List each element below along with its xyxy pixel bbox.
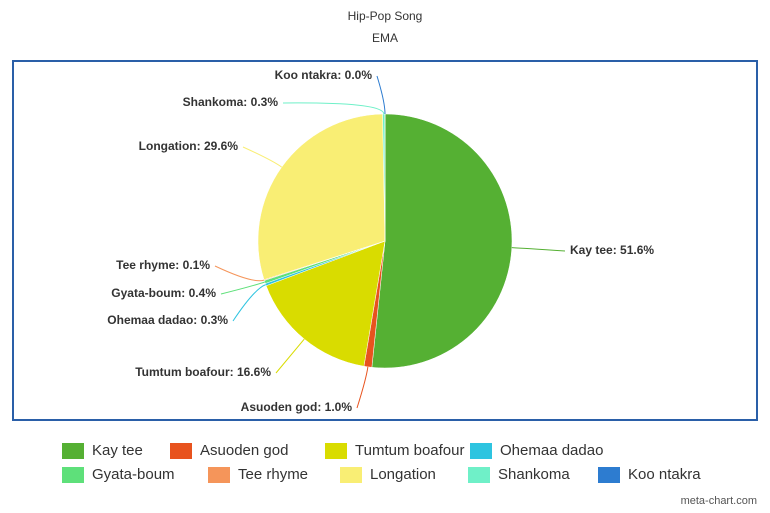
legend-swatch <box>62 443 84 459</box>
pie-slice <box>265 240 386 367</box>
legend-label: Asuoden god <box>200 442 288 459</box>
legend-swatch <box>468 467 490 483</box>
data-label: Koo ntakra: 0.0% <box>275 68 373 82</box>
leader-line <box>376 75 386 115</box>
data-label: Ohemaa dadao: 0.3% <box>107 313 228 327</box>
legend-swatch <box>62 467 84 483</box>
leader-line <box>511 247 566 252</box>
leader-line <box>275 338 305 374</box>
data-label: Tumtum boafour: 16.6% <box>135 365 271 379</box>
leader-line <box>282 102 385 115</box>
data-label: Asuoden god: 1.0% <box>241 400 353 414</box>
data-label: Longation: 29.6% <box>139 139 239 153</box>
legend-swatch <box>340 467 362 483</box>
legend-label: Gyata-boum <box>92 466 175 483</box>
legend-swatch <box>170 443 192 459</box>
chart-border <box>12 60 758 421</box>
legend-label: Tee rhyme <box>238 466 308 483</box>
data-label: Shankoma: 0.3% <box>183 95 279 109</box>
leader-line <box>242 146 283 168</box>
legend-label: Kay tee <box>92 442 143 459</box>
leader-line <box>356 366 369 409</box>
legend-label: Shankoma <box>498 466 570 483</box>
leader-line <box>220 281 265 295</box>
legend-label: Koo ntakra <box>628 466 701 483</box>
leader-line <box>232 284 266 322</box>
data-label: Tee rhyme: 0.1% <box>116 258 210 272</box>
data-label: Gyata-boum: 0.4% <box>111 286 216 300</box>
legend-label: Longation <box>370 466 436 483</box>
chart-subtitle: EMA <box>372 31 398 45</box>
legend-label: Tumtum boafour <box>355 442 465 459</box>
legend-swatch <box>325 443 347 459</box>
credit: meta-chart.com <box>681 495 757 507</box>
legend-swatch <box>208 467 230 483</box>
legend-label: Ohemaa dadao <box>500 442 603 459</box>
legend-swatch <box>598 467 620 483</box>
pie-slice <box>257 113 386 281</box>
data-label: Kay tee: 51.6% <box>570 243 654 257</box>
pie-slice <box>371 113 513 369</box>
legend-swatch <box>470 443 492 459</box>
leader-line <box>214 265 265 282</box>
chart-title: Hip-Pop Song <box>348 9 423 23</box>
